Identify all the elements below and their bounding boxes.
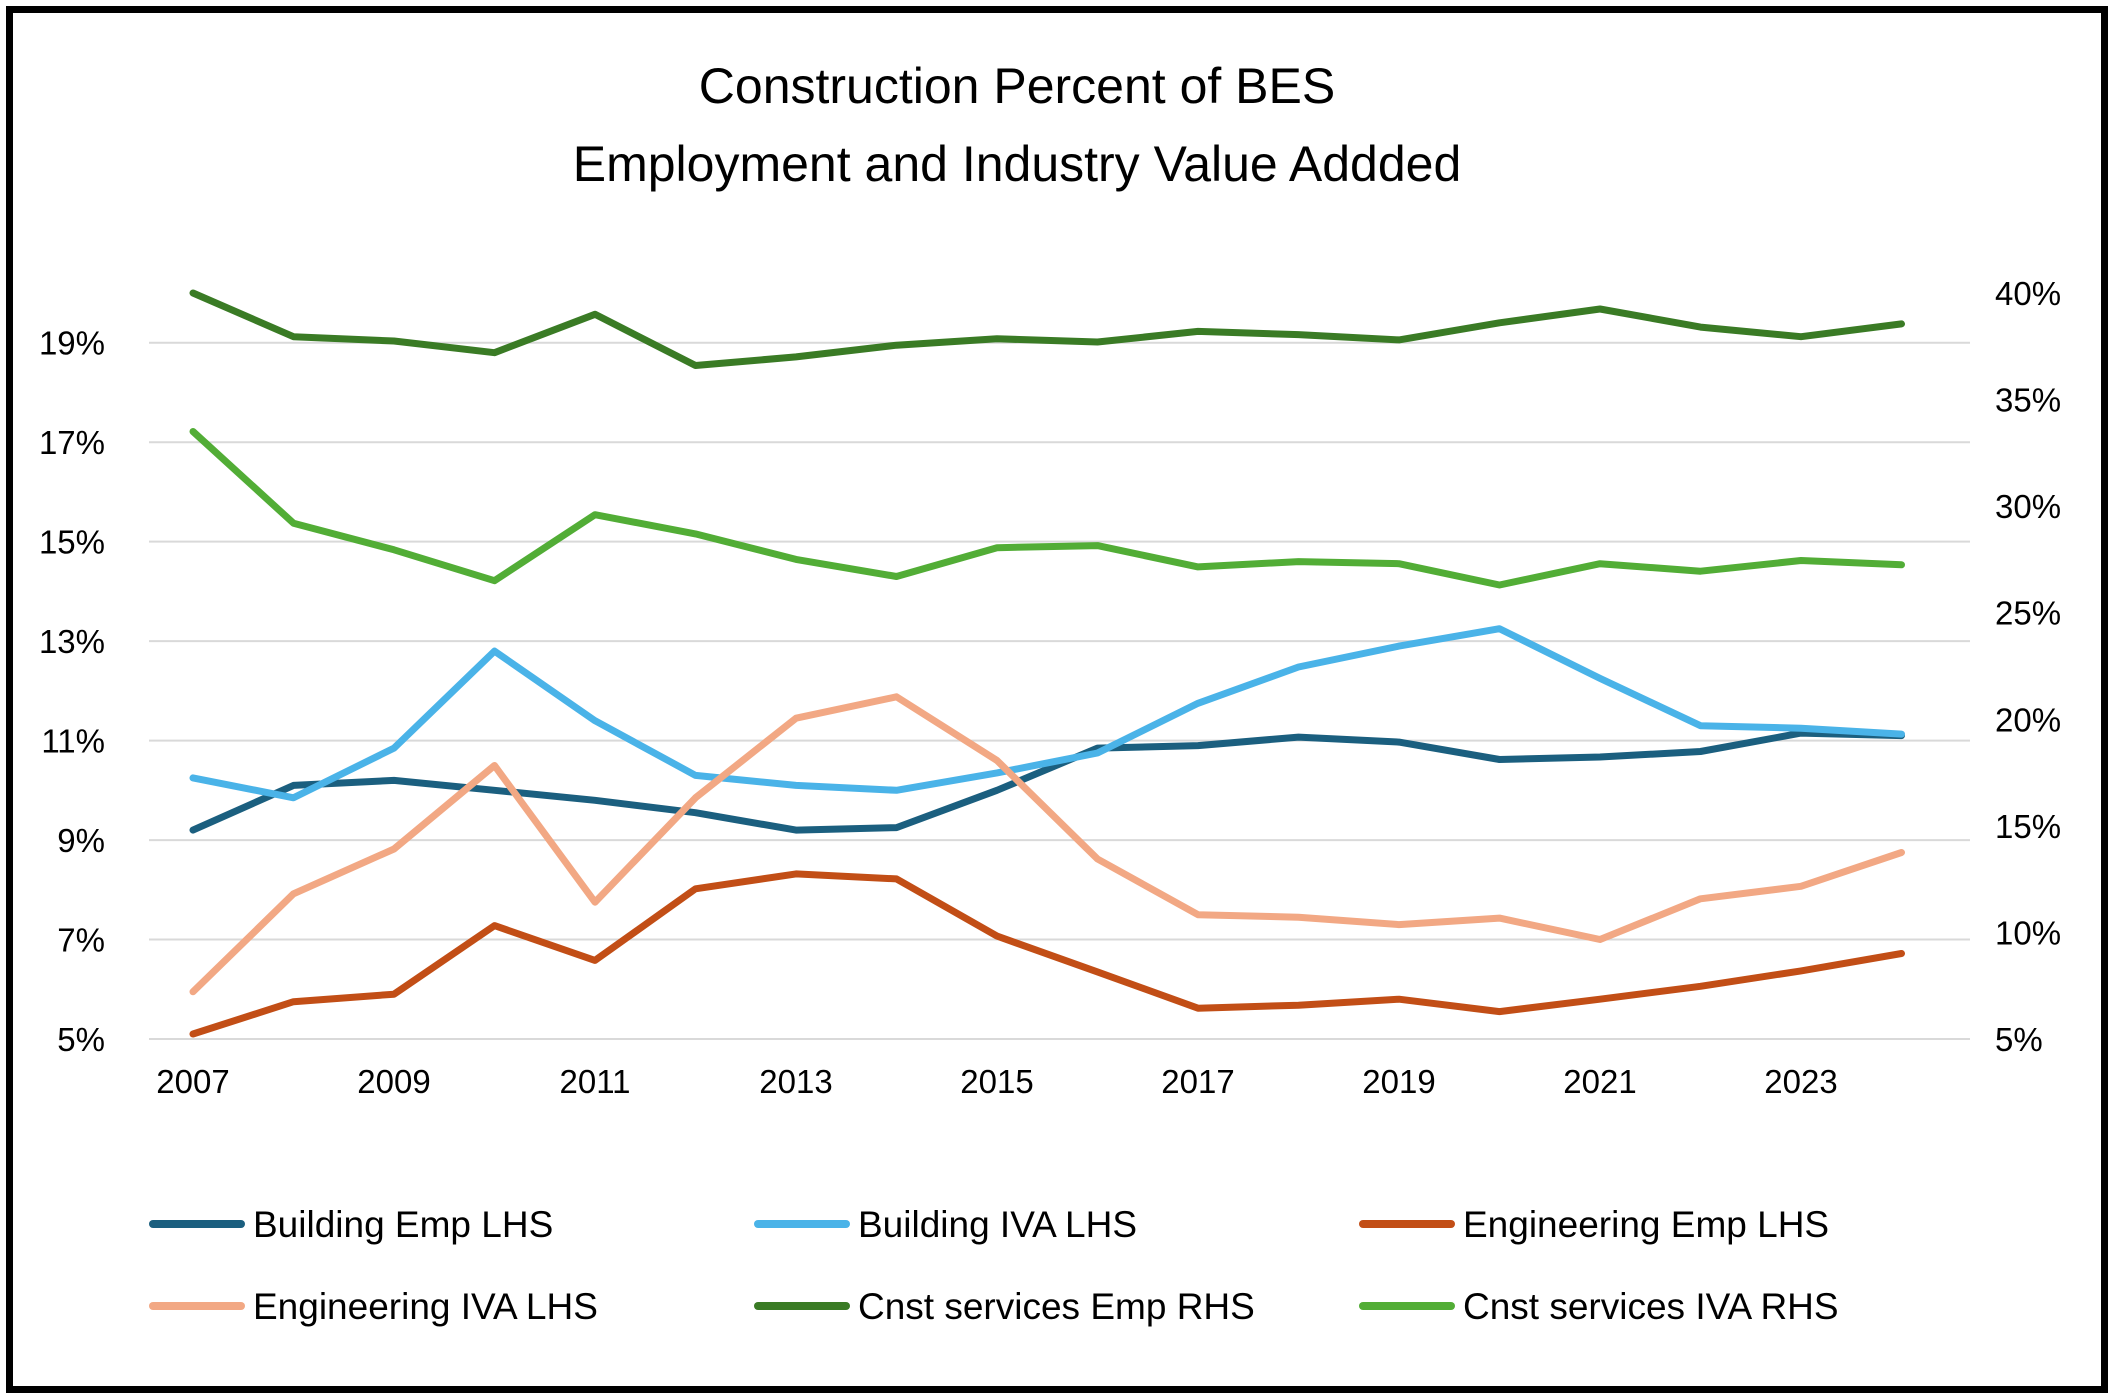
chart-title: Construction Percent of BES Employment an…: [573, 58, 1462, 192]
left-y-tick-label: 19%: [39, 325, 105, 362]
series-lines: [189, 289, 1905, 1038]
chart-title-line-2: Employment and Industry Value Addded: [573, 136, 1462, 192]
right-y-tick-label: 5%: [1995, 1021, 2043, 1058]
legend-item-building-emp-lhs: Building Emp LHS: [149, 1204, 553, 1245]
series-line-engineering-iva-lhs: [189, 693, 1905, 996]
x-tick-label: 2017: [1161, 1063, 1234, 1100]
right-y-tick-label: 10%: [1995, 914, 2061, 951]
series-line-engineering-emp-lhs: [189, 870, 1905, 1038]
right-y-tick-label: 40%: [1995, 275, 2061, 312]
series-line-building-iva-lhs: [189, 625, 1905, 802]
legend-label: Building Emp LHS: [253, 1204, 553, 1245]
left-y-tick-label: 15%: [39, 524, 105, 561]
chart-title-line-1: Construction Percent of BES: [699, 58, 1335, 114]
series-line-cnst-services-emp-rhs: [189, 289, 1905, 369]
legend-label: Engineering IVA LHS: [253, 1286, 598, 1327]
legend-item-engineering-iva-lhs: Engineering IVA LHS: [149, 1286, 598, 1327]
left-y-tick-label: 11%: [41, 723, 105, 760]
legend-label: Cnst services Emp RHS: [858, 1286, 1255, 1327]
series-line-cnst-services-iva-rhs: [189, 428, 1905, 589]
x-tick-label: 2019: [1362, 1063, 1435, 1100]
line-chart: Construction Percent of BES Employment an…: [39, 58, 2061, 1327]
right-y-tick-label: 20%: [1995, 701, 2061, 738]
gridlines: [149, 341, 1970, 1040]
x-tick-label: 2013: [759, 1063, 832, 1100]
left-y-tick-label: 9%: [57, 822, 105, 859]
legend: Building Emp LHS Building IVA LHS Engineer…: [149, 1204, 1839, 1327]
left-y-tick-label: 17%: [39, 424, 105, 461]
legend-label: Building IVA LHS: [858, 1204, 1137, 1245]
legend-item-cnst-services-emp-rhs: Cnst services Emp RHS: [754, 1286, 1255, 1327]
legend-label: Cnst services IVA RHS: [1463, 1286, 1839, 1327]
right-y-tick-label: 35%: [1995, 382, 2061, 419]
right-y-tick-label: 25%: [1995, 595, 2061, 632]
legend-item-engineering-emp-lhs: Engineering Emp LHS: [1359, 1204, 1829, 1245]
series-line-building-emp-lhs: [189, 729, 1905, 834]
legend-item-cnst-services-iva-rhs: Cnst services IVA RHS: [1359, 1286, 1839, 1327]
x-tick-label: 2023: [1764, 1063, 1837, 1100]
x-tick-label: 2007: [156, 1063, 229, 1100]
chart-frame: Construction Percent of BES Employment an…: [6, 6, 2108, 1393]
x-tick-label: 2021: [1563, 1063, 1636, 1100]
right-y-tick-label: 30%: [1995, 488, 2061, 525]
left-y-tick-label: 7%: [57, 922, 105, 959]
left-y-tick-label: 5%: [57, 1021, 105, 1058]
x-axis: 2007 2009 2011 2013 2015 2017 2019 2021 2023: [156, 1063, 1837, 1100]
x-tick-label: 2009: [357, 1063, 430, 1100]
x-tick-label: 2011: [560, 1063, 631, 1100]
left-y-tick-label: 13%: [39, 623, 105, 660]
right-y-axis: 5% 10% 15% 20% 25% 30% 35% 40%: [1995, 275, 2061, 1058]
legend-item-building-iva-lhs: Building IVA LHS: [754, 1204, 1137, 1245]
right-y-tick-label: 15%: [1995, 808, 2061, 845]
legend-label: Engineering Emp LHS: [1463, 1204, 1829, 1245]
left-y-axis: 5% 7% 9% 11% 13% 15% 17% 19%: [39, 325, 105, 1058]
x-tick-label: 2015: [960, 1063, 1033, 1100]
